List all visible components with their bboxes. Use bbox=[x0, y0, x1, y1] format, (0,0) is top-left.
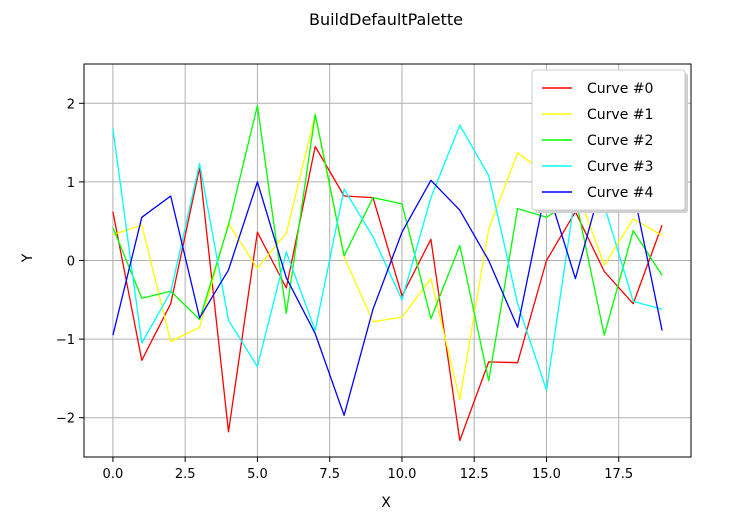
x-tick-label: 0.0 bbox=[103, 467, 124, 482]
y-tick-label: −1 bbox=[56, 333, 75, 348]
legend-entry: Curve #4 bbox=[587, 185, 653, 201]
y-tick-label: 0 bbox=[67, 255, 75, 270]
legend-entry: Curve #3 bbox=[587, 159, 653, 175]
chart-title: BuildDefaultPalette bbox=[309, 10, 463, 29]
x-tick-label: 12.5 bbox=[460, 467, 489, 482]
y-axis-label: Y bbox=[20, 253, 36, 263]
axis-ticks: 0.0 2.5 5.0 7.5 10.0 12.5 15.0 17.5 −2 −1 0 1 2 bbox=[56, 97, 633, 482]
legend-box bbox=[531, 69, 686, 211]
x-tick-label: 17.5 bbox=[604, 467, 633, 482]
legend-entry: Curve #2 bbox=[587, 133, 653, 149]
x-tick-label: 5.0 bbox=[247, 467, 268, 482]
series-line-curve-0 bbox=[112, 145, 663, 442]
x-tick-label: 15.0 bbox=[532, 467, 561, 482]
x-axis-label: X bbox=[381, 495, 391, 511]
series-line-curve-3 bbox=[112, 124, 663, 391]
y-tick-label: −2 bbox=[56, 412, 75, 427]
x-tick-label: 7.5 bbox=[319, 467, 340, 482]
x-tick-label: 10.0 bbox=[387, 467, 416, 482]
legend-entry: Curve #1 bbox=[587, 107, 653, 123]
legend-entry: Curve #0 bbox=[587, 81, 653, 97]
y-tick-label: 1 bbox=[67, 176, 75, 191]
series-line-curve-4 bbox=[112, 173, 663, 416]
x-tick-label: 2.5 bbox=[175, 467, 196, 482]
legend: Curve #0 Curve #1 Curve #2 Curve #3 Curve #4 bbox=[531, 69, 688, 213]
y-tick-label: 2 bbox=[67, 97, 75, 112]
